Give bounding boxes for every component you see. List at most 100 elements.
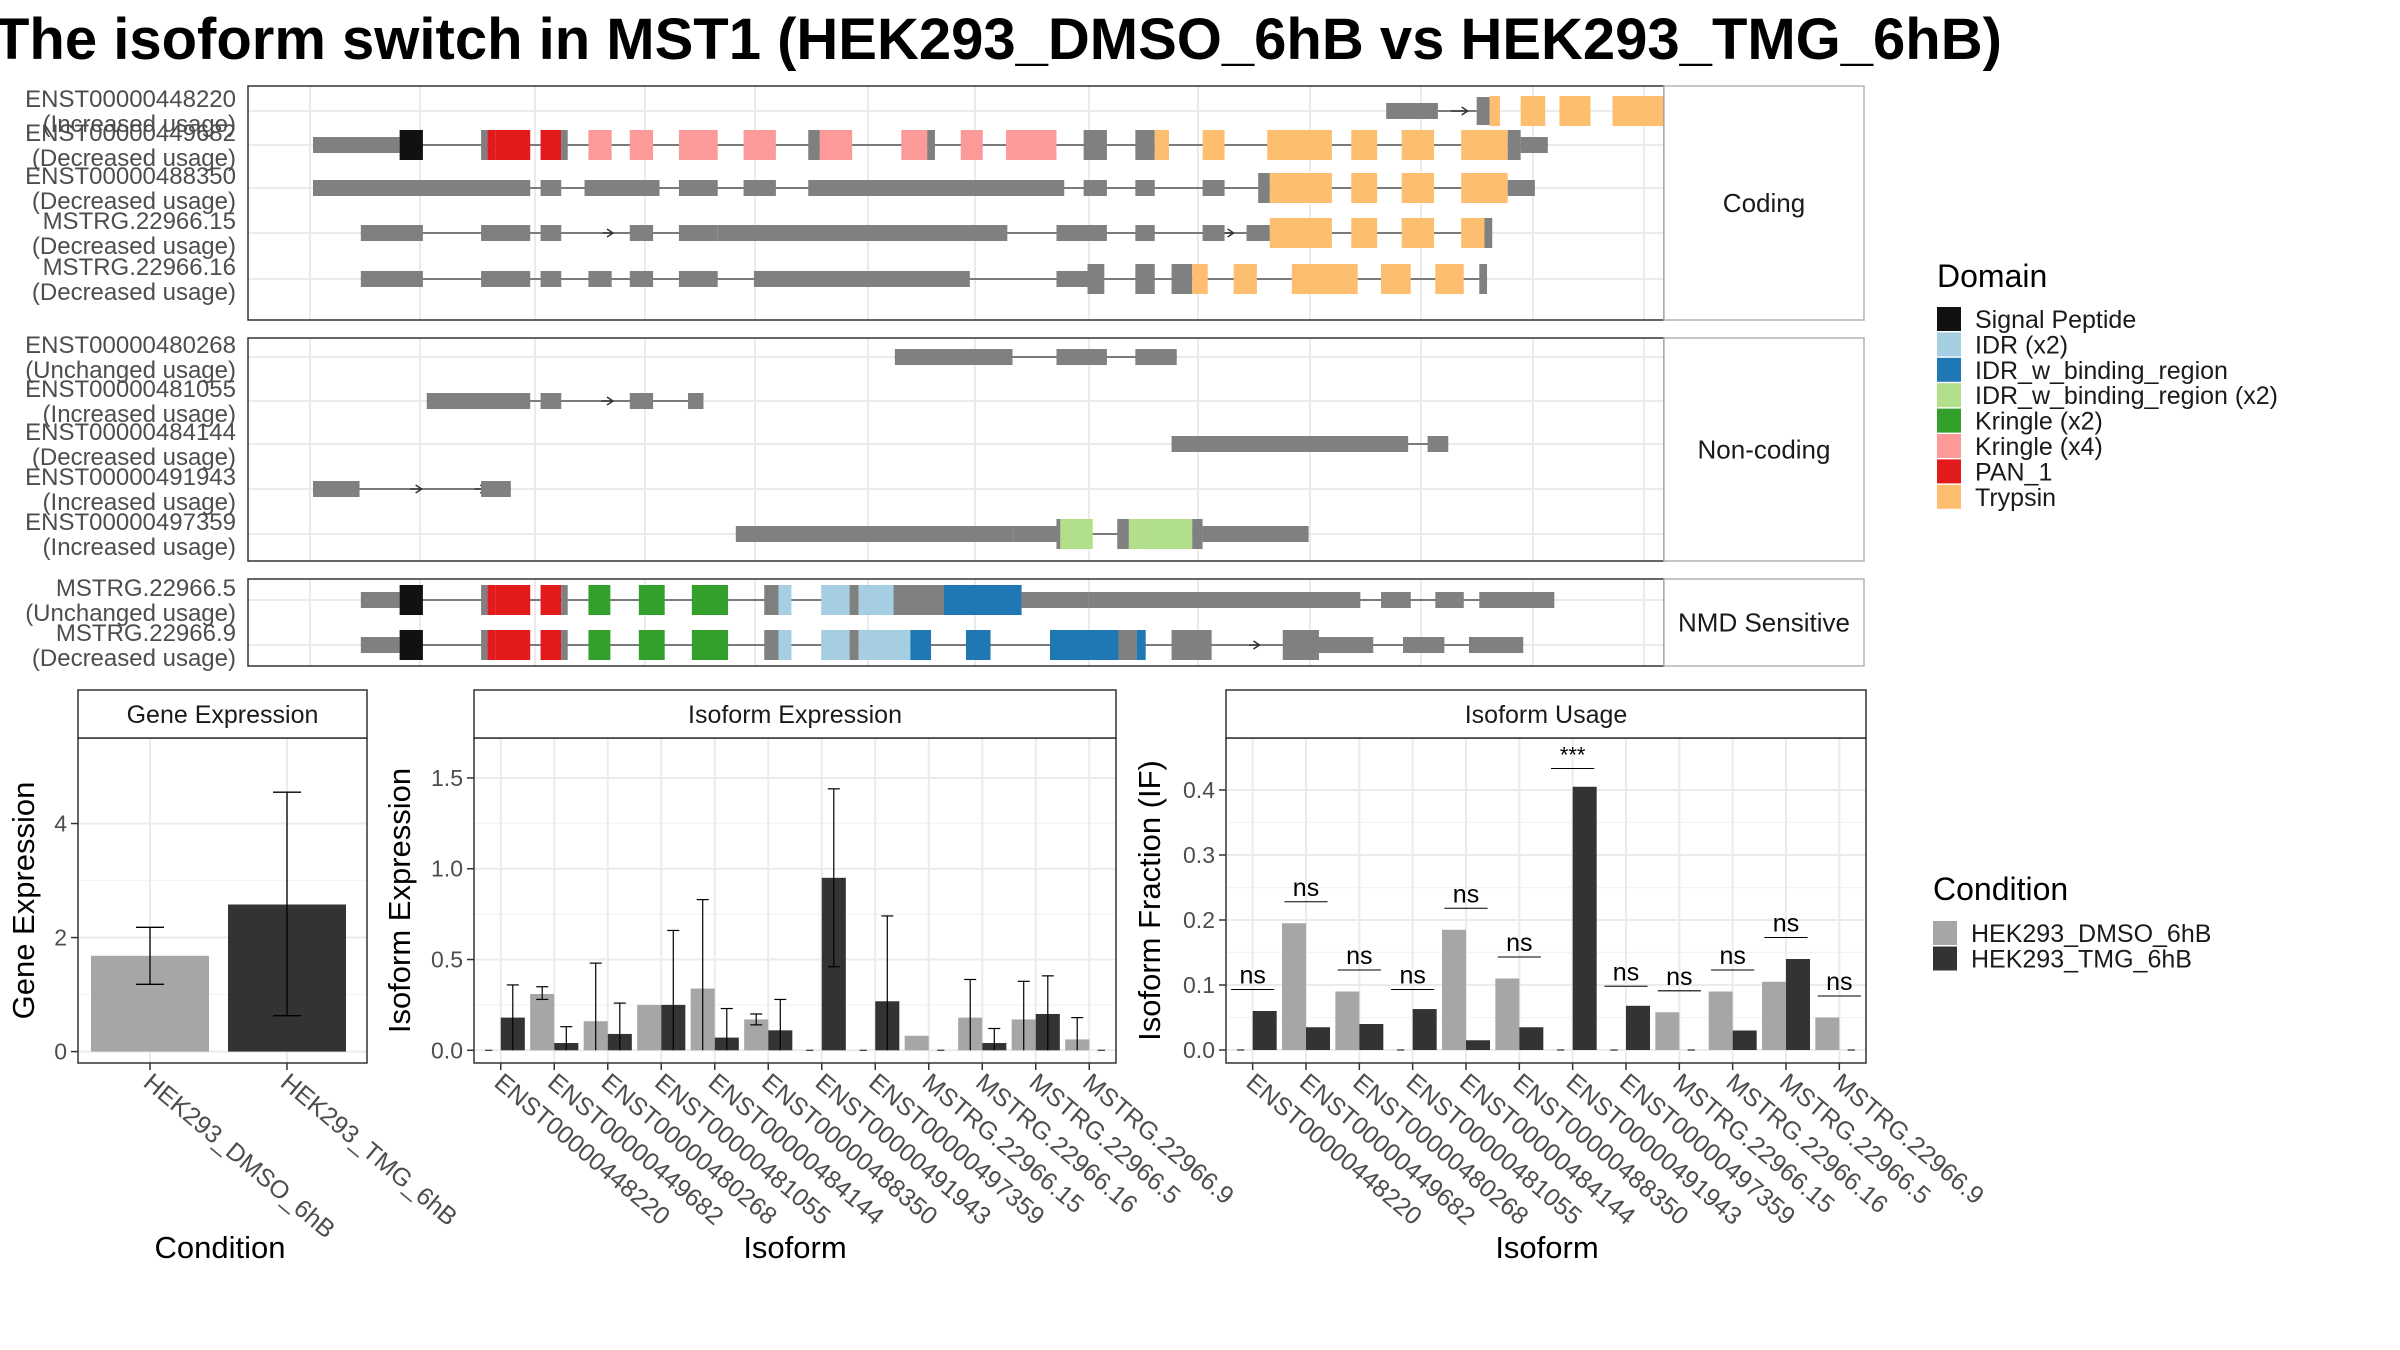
exon	[561, 585, 568, 615]
domain-kringle-x2-	[691, 585, 729, 615]
bar	[904, 1035, 929, 1051]
significance-label: ns	[1293, 874, 1319, 902]
domain-trypsin	[1269, 173, 1332, 203]
transcript-ENST00000449682	[313, 130, 1548, 160]
y-tick-label: 0	[54, 1039, 67, 1065]
transcript-id-label: MSTRG.22966.9	[56, 620, 236, 647]
exon	[687, 393, 704, 409]
significance-label: ns	[1613, 958, 1639, 986]
exon	[1476, 97, 1490, 125]
domain-idr-w-binding-region	[1136, 630, 1146, 660]
domain-trypsin	[1192, 264, 1208, 294]
transcript-usage-label: (Increased usage)	[43, 534, 236, 561]
exon	[1479, 592, 1555, 608]
transcript-ENST00000497359	[735, 519, 1309, 549]
domain-idr-x2-	[858, 585, 894, 615]
bar	[1786, 959, 1810, 1050]
bar	[1815, 1017, 1840, 1050]
exon	[313, 180, 531, 196]
exon	[561, 130, 568, 160]
domain-kringle-x4-	[1006, 130, 1057, 160]
domain-kringle-x4-	[901, 130, 928, 160]
significance-label: ns	[1826, 968, 1852, 996]
y-tick-label: 0.0	[431, 1037, 463, 1063]
transcript-ENST00000491943	[313, 481, 511, 497]
exon	[808, 180, 1065, 196]
transcript-usage-label: (Increased usage)	[43, 111, 236, 138]
domain-idr-x2-	[821, 585, 850, 615]
domain-kringle-x2-	[588, 630, 611, 660]
x-axis-title: Isoform	[1495, 1230, 1598, 1265]
legend-key	[1937, 484, 1961, 509]
figure-title: The isoform switch in MST1 (HEK293_DMSO_…	[0, 7, 2002, 72]
bar	[1306, 1027, 1330, 1050]
transcript-id-label: MSTRG.22966.16	[43, 254, 236, 281]
bar	[1282, 923, 1306, 1050]
domain-pan-1	[495, 585, 531, 615]
legend-key	[1937, 332, 1961, 357]
exon	[481, 225, 531, 241]
domain-signal-peptide	[399, 130, 423, 160]
exon	[540, 225, 562, 241]
exon	[1202, 526, 1309, 542]
exon	[1520, 137, 1548, 153]
exon	[1402, 637, 1445, 653]
transcript-id-label: ENST00000497359	[25, 509, 236, 536]
domain-trypsin	[1269, 218, 1332, 248]
structure-panel-coding: ENST00000448220(Increased usage)ENST0000…	[25, 85, 1865, 321]
exon	[1118, 630, 1137, 660]
exon	[764, 630, 779, 660]
legend-label: Kringle (x2)	[1975, 408, 2103, 436]
exon	[360, 637, 400, 653]
exon	[808, 130, 820, 160]
legend-title: Domain	[1937, 258, 2047, 294]
transcript-usage-label: (Increased usage)	[43, 489, 236, 516]
facet-strip-label: Isoform Expression	[688, 701, 902, 729]
domain-trypsin	[1489, 96, 1500, 126]
domain-pan-1	[487, 130, 496, 160]
legend-key	[1937, 357, 1961, 382]
legend-key	[1933, 921, 1957, 945]
domain-idr-w-binding-region	[965, 630, 991, 660]
exon	[1171, 436, 1409, 452]
exon	[1135, 225, 1155, 241]
exon	[735, 526, 1014, 542]
exon	[360, 271, 423, 287]
domain-trypsin	[1351, 218, 1378, 248]
domain-trypsin	[1435, 264, 1464, 294]
exon	[1056, 519, 1061, 549]
exon	[1083, 180, 1107, 196]
bar	[1412, 1009, 1437, 1050]
exon	[1087, 264, 1105, 294]
domain-trypsin	[1461, 173, 1508, 203]
exon	[743, 180, 776, 196]
bar	[1335, 991, 1360, 1050]
facet-strip-label: Isoform Usage	[1465, 701, 1628, 729]
legend-label: IDR_w_binding_region (x2)	[1975, 382, 2278, 410]
transcript-MSTRG.22966.15	[360, 218, 1493, 248]
transcript-MSTRG.22966.9	[360, 630, 1524, 660]
exon	[753, 271, 970, 287]
domain-trypsin	[1351, 173, 1378, 203]
domain-idr-w-binding-region	[943, 585, 1022, 615]
y-tick-label: 1.0	[431, 856, 463, 882]
y-tick-label: 1.5	[431, 765, 463, 791]
domain-pan-1	[540, 130, 562, 160]
exon	[1507, 130, 1521, 160]
exon	[481, 130, 488, 160]
domain-signal-peptide	[399, 630, 423, 660]
bar	[1626, 1005, 1650, 1050]
transcript-ENST00000480268	[894, 349, 1177, 365]
exon	[1171, 630, 1212, 660]
transcript-ENST00000484144	[1171, 436, 1449, 452]
exon	[629, 271, 654, 287]
transcript-usage-label: (Decreased usage)	[32, 444, 236, 471]
exon	[540, 271, 562, 287]
transcript-id-label: ENST00000488350	[25, 163, 236, 190]
exon	[764, 585, 779, 615]
exon	[1192, 519, 1203, 549]
facet-strip-label: Coding	[1723, 188, 1805, 218]
domain-pan-1	[495, 630, 531, 660]
